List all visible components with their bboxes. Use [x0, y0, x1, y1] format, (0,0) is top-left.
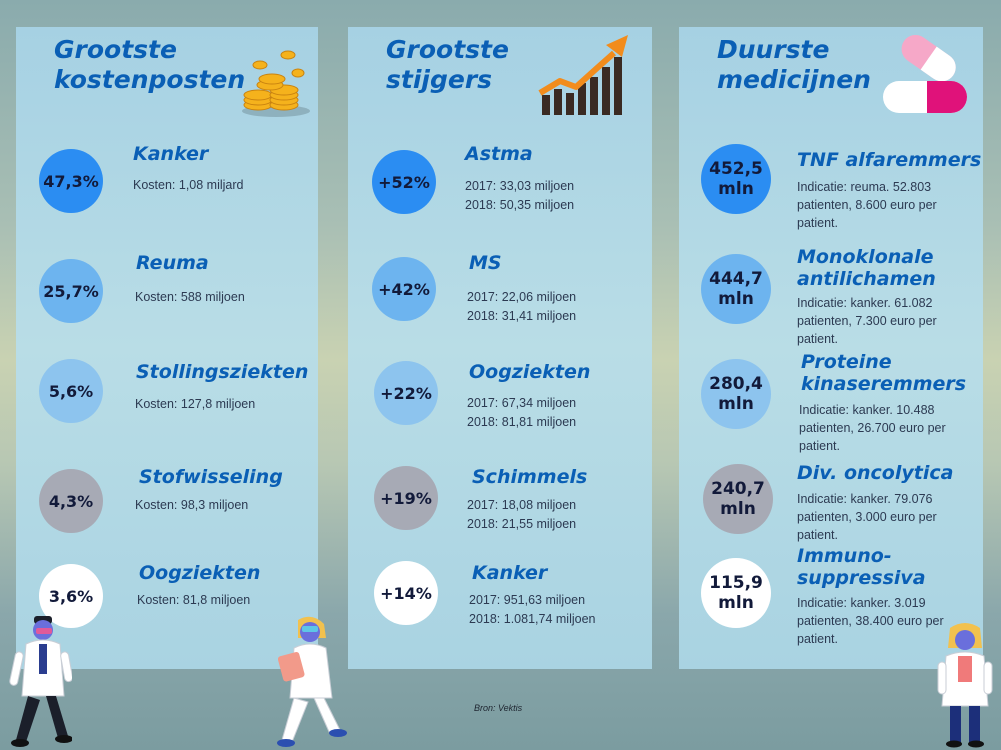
- item-cost: Kosten: 127,8 miljoen: [135, 397, 256, 411]
- item-description: Indicatie: kanker. 79.076 patienten, 3.0…: [797, 492, 937, 542]
- panel-title-text: Grootste kostenposten: [54, 35, 246, 94]
- item-title: Kanker: [133, 143, 209, 165]
- share-badge: 25,7%: [39, 259, 103, 323]
- item-title: Monoklonale antilichamen: [797, 246, 936, 290]
- doctor-illustration-left: [9, 616, 72, 747]
- growth-badge: +14%: [374, 561, 438, 625]
- rising-chart-icon: [538, 35, 628, 115]
- item-title: Stollingsziekten: [136, 361, 309, 383]
- item-title: MS: [469, 252, 502, 274]
- growth-badge: +52%: [372, 150, 436, 214]
- panel-title-text: Duurste medicijnen: [717, 35, 871, 94]
- item-title: Oogziekten: [139, 562, 261, 584]
- cost-badge-value: 280,4: [709, 374, 763, 394]
- cost-badge-value: 115,9: [709, 573, 763, 593]
- item-description: Indicatie: kanker. 61.082 patienten, 7.3…: [797, 296, 937, 346]
- item-title: TNF alfaremmers: [797, 149, 982, 171]
- item-value-2017: 2017: 67,34 miljoen: [467, 396, 577, 410]
- item-value-2018: 2018: 31,41 miljoen: [467, 309, 577, 323]
- cost-badge-unit: mln: [718, 179, 754, 199]
- item-value-2018: 2018: 1.081,74 miljoen: [469, 612, 596, 626]
- item-value-2018: 2018: 81,81 miljoen: [467, 415, 577, 429]
- cost-badge: 280,4 mln: [701, 359, 771, 429]
- share-badge: 47,3%: [39, 149, 103, 213]
- item-description: Indicatie: reuma. 52.803 patienten, 8.60…: [797, 180, 937, 230]
- pills-icon: [883, 34, 967, 113]
- doctor-illustration-right: [937, 623, 993, 748]
- item-title: Div. oncolytica: [797, 462, 954, 484]
- cost-badge-unit: mln: [718, 289, 754, 309]
- cost-badge: 452,5 mln: [701, 144, 771, 214]
- coins-icon: [242, 50, 310, 117]
- panel-title: Grootste kostenposten: [54, 35, 246, 95]
- share-badge: 4,3%: [39, 469, 103, 533]
- item-cost: Kosten: 1,08 miljard: [133, 178, 244, 192]
- item-title: Stofwisseling: [139, 466, 283, 488]
- item-title: Schimmels: [472, 466, 588, 488]
- source-note: Bron: Vektis: [474, 703, 523, 713]
- cost-badge-value: 452,5: [709, 159, 763, 179]
- growth-badge: +22%: [374, 361, 438, 425]
- item-value-2017: 2017: 33,03 miljoen: [465, 179, 575, 193]
- panel-largest-cost-items: Grootste kostenposten: [16, 27, 318, 669]
- panel-title: Grootste stijgers: [386, 35, 576, 95]
- cost-badge-value: 444,7: [709, 269, 763, 289]
- item-value-2018: 2018: 50,35 miljoen: [465, 198, 575, 212]
- item-description: Indicatie: kanker. 3.019 patienten, 38.4…: [797, 596, 944, 646]
- item-cost: Kosten: 98,3 miljoen: [135, 498, 249, 512]
- cost-badge: 444,7 mln: [701, 254, 771, 324]
- item-title: Astma: [465, 143, 533, 165]
- share-badge: 5,6%: [39, 359, 103, 423]
- growth-badge: +42%: [372, 257, 436, 321]
- cost-badge-unit: mln: [718, 394, 754, 414]
- cost-badge-unit: mln: [720, 499, 756, 519]
- item-value-2018: 2018: 21,55 miljoen: [467, 517, 577, 531]
- cost-badge: 240,7 mln: [703, 464, 773, 534]
- cost-badge-unit: mln: [718, 593, 754, 613]
- growth-badge: +19%: [374, 466, 438, 530]
- cost-badge: 115,9 mln: [701, 558, 771, 628]
- item-value-2017: 2017: 18,08 miljoen: [467, 498, 577, 512]
- item-value-2017: 2017: 951,63 miljoen: [469, 593, 586, 607]
- item-title: Proteine kinaseremmers: [801, 351, 967, 395]
- item-title: Immuno-suppressiva: [797, 545, 926, 589]
- item-cost: Kosten: 588 miljoen: [135, 290, 245, 304]
- cost-badge-value: 240,7: [711, 479, 765, 499]
- panel-title-text: Grootste stijgers: [386, 35, 509, 94]
- item-title: Kanker: [472, 562, 548, 584]
- item-title: Reuma: [136, 252, 209, 274]
- item-description: Indicatie: kanker. 10.488 patienten, 26.…: [799, 403, 946, 453]
- item-title: Oogziekten: [469, 361, 591, 383]
- doctor-illustration-middle: [277, 616, 347, 747]
- item-value-2017: 2017: 22,06 miljoen: [467, 290, 577, 304]
- item-cost: Kosten: 81,8 miljoen: [137, 593, 251, 607]
- panel-title: Duurste medicijnen: [717, 35, 907, 95]
